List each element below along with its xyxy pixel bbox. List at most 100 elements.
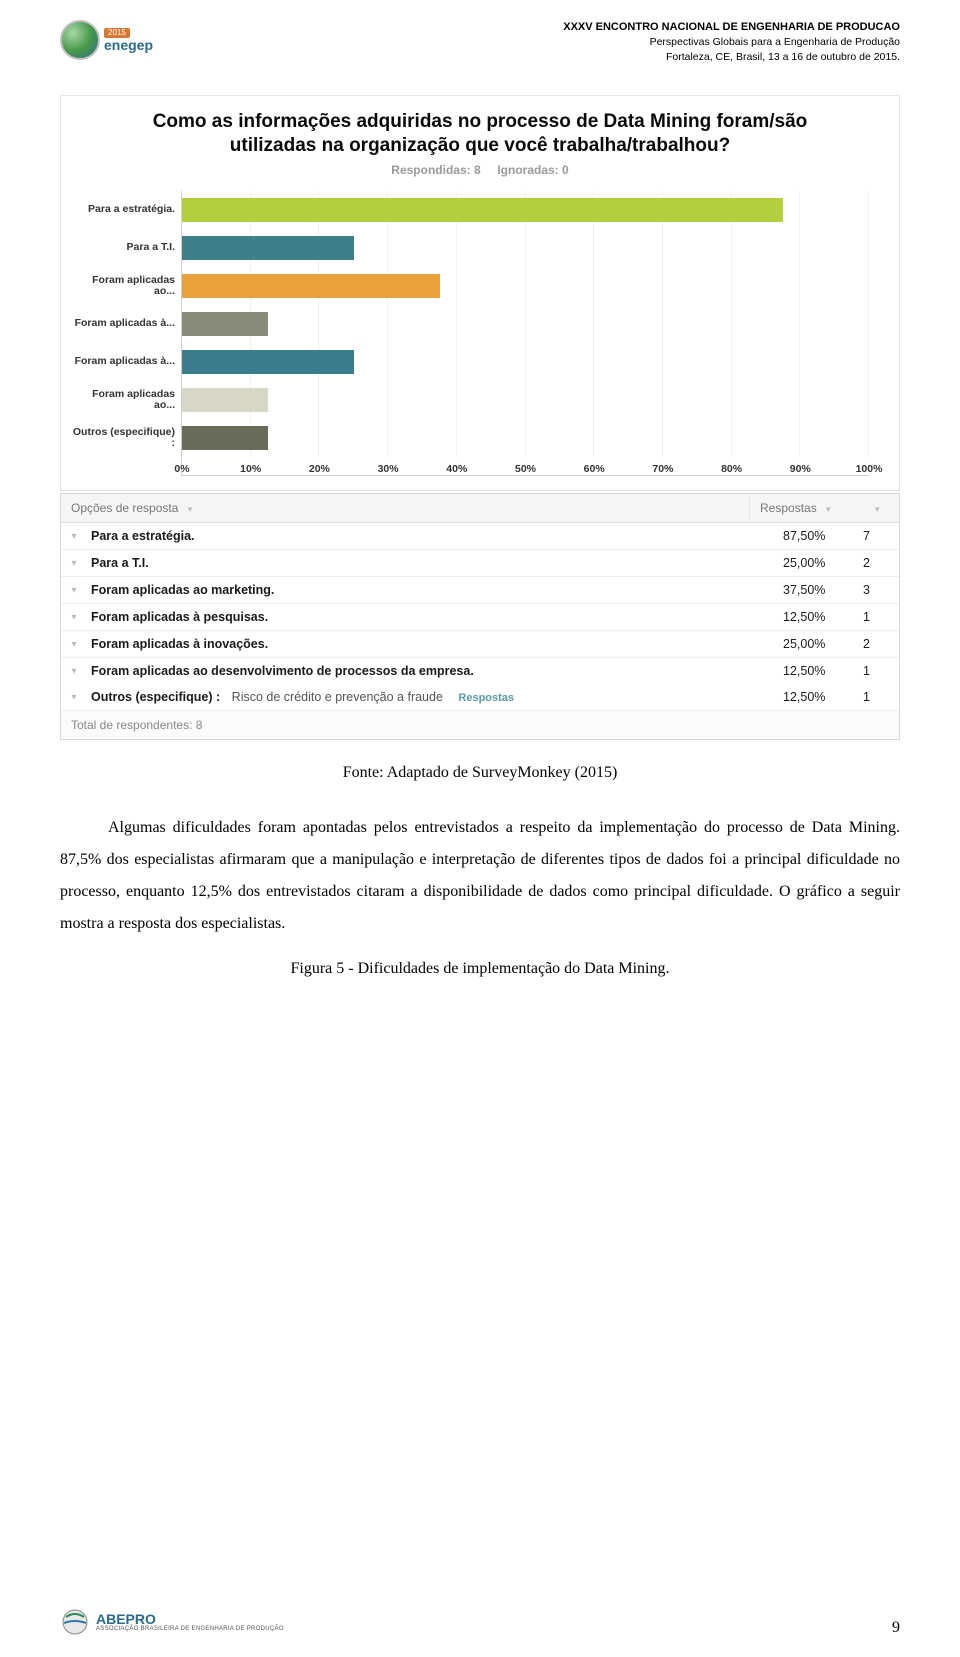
chart-x-tick: 50% (515, 463, 536, 475)
page-number: 9 (892, 1619, 900, 1637)
td-pct: 87,50% (779, 523, 859, 549)
chart-y-labels: Para a estratégia.Para a T.I.Foram aplic… (71, 191, 181, 476)
survey-chart-card: Como as informações adquiridas no proces… (60, 95, 900, 492)
expand-icon[interactable]: ▾ (61, 633, 87, 656)
chart-meta: Respondidas: 8 Ignoradas: 0 (61, 163, 899, 177)
chart-question: Como as informações adquiridas no proces… (61, 96, 899, 164)
globe-icon (60, 20, 100, 60)
table-total: Total de respondentes: 8 (61, 711, 899, 739)
expand-icon[interactable]: ▾ (61, 686, 87, 709)
chart-bar-row (182, 274, 440, 298)
chart-bar (182, 312, 268, 336)
chart-bar-row (182, 350, 354, 374)
logo-name: enegep (104, 38, 153, 52)
chart-x-tick: 0% (174, 463, 189, 475)
th-options-label: Opções de resposta (71, 501, 178, 515)
td-option: Foram aplicadas ao desenvolvimento de pr… (87, 658, 779, 684)
th-responses-label: Respostas (760, 501, 817, 515)
table-row: ▾Para a T.I.25,00%2 (61, 550, 899, 577)
chart-bar-row (182, 198, 783, 222)
chart-x-tick: 30% (378, 463, 399, 475)
other-detail: Risco de crédito e prevenção a fraude (232, 690, 443, 704)
td-count: 1 (859, 684, 899, 710)
chart-grid (182, 191, 869, 457)
header-title: XXXV ENCONTRO NACIONAL DE ENGENHARIA DE … (563, 20, 900, 35)
chart-bar-row (182, 426, 268, 450)
table-header: Opções de resposta ▾ Respostas ▾ ▾ (61, 494, 899, 523)
td-option: Foram aplicadas ao marketing. (87, 577, 779, 603)
chart-x-tick: 60% (584, 463, 605, 475)
chart-bar (182, 388, 268, 412)
chart-x-axis: 0%10%20%30%40%50%60%70%80%90%100% (182, 457, 869, 475)
sort-icon: ▾ (875, 504, 880, 514)
sort-icon: ▾ (826, 504, 831, 514)
footer-sub: ASSOCIAÇÃO BRASILEIRA DE ENGENHARIA DE P… (96, 1626, 284, 1632)
chart-bar (182, 236, 354, 260)
th-options[interactable]: Opções de resposta ▾ (61, 494, 749, 522)
chart-bar-label: Outros (especifique) : (71, 419, 181, 457)
other-responses-link[interactable]: Respostas (458, 692, 514, 704)
chart-x-tick: 20% (309, 463, 330, 475)
chart-plot: 0%10%20%30%40%50%60%70%80%90%100% (181, 191, 869, 476)
chart-answered: Respondidas: 8 (391, 163, 480, 177)
header-text: XXXV ENCONTRO NACIONAL DE ENGENHARIA DE … (563, 20, 900, 65)
globe-icon (60, 1607, 90, 1637)
source-caption: Fonte: Adaptado de SurveyMonkey (2015) (60, 764, 900, 782)
chart-bar (182, 198, 783, 222)
chart-x-tick: 10% (240, 463, 261, 475)
chart-bar-label: Foram aplicadas ao... (71, 381, 181, 419)
expand-icon[interactable]: ▾ (61, 606, 87, 629)
th-responses[interactable]: Respostas ▾ (749, 494, 859, 522)
th-count[interactable]: ▾ (859, 494, 899, 522)
chart-bar-row (182, 236, 354, 260)
td-pct: 12,50% (779, 604, 859, 630)
chart-bar-row (182, 312, 268, 336)
td-pct: 25,00% (779, 631, 859, 657)
chart-x-tick: 80% (721, 463, 742, 475)
figure-caption: Figura 5 - Dificuldades de implementação… (60, 960, 900, 978)
responses-table: Opções de resposta ▾ Respostas ▾ ▾ ▾Para… (60, 493, 900, 740)
td-pct: 25,00% (779, 550, 859, 576)
page-header: 2015 enegep XXXV ENCONTRO NACIONAL DE EN… (60, 20, 900, 65)
td-pct: 12,50% (779, 684, 859, 710)
header-subtitle: Perspectivas Globais para a Engenharia d… (563, 35, 900, 50)
expand-icon[interactable]: ▾ (61, 552, 87, 575)
expand-icon[interactable]: ▾ (61, 579, 87, 602)
sort-icon: ▾ (188, 504, 193, 514)
expand-icon[interactable]: ▾ (61, 525, 87, 548)
logo-text: 2015 enegep (104, 28, 153, 52)
td-count: 1 (859, 604, 899, 630)
chart-x-tick: 90% (790, 463, 811, 475)
td-count: 2 (859, 550, 899, 576)
table-row: ▾Foram aplicadas ao desenvolvimento de p… (61, 658, 899, 684)
td-pct: 12,50% (779, 658, 859, 684)
chart-bar (182, 350, 354, 374)
table-row-other: ▾ Outros (especifique) : Risco de crédit… (61, 684, 899, 711)
chart-x-tick: 40% (446, 463, 467, 475)
chart-bar-label: Foram aplicadas ao... (71, 267, 181, 305)
chart-bars (182, 191, 869, 457)
header-location: Fortaleza, CE, Brasil, 13 a 16 de outubr… (563, 50, 900, 65)
chart-bar-label: Para a T.I. (71, 229, 181, 267)
table-row: ▾Foram aplicadas à inovações.25,00%2 (61, 631, 899, 658)
td-option: Para a estratégia. (87, 523, 779, 549)
td-count: 3 (859, 577, 899, 603)
chart-area: Para a estratégia.Para a T.I.Foram aplic… (61, 191, 899, 490)
chart-bar-row (182, 388, 268, 412)
table-row: ▾Para a estratégia.87,50%7 (61, 523, 899, 550)
table-body: ▾Para a estratégia.87,50%7▾Para a T.I.25… (61, 523, 899, 684)
other-label: Outros (especifique) : (91, 690, 220, 704)
td-option: Para a T.I. (87, 550, 779, 576)
page-footer: ABEPRO ASSOCIAÇÃO BRASILEIRA DE ENGENHAR… (60, 1607, 900, 1637)
body-paragraph: Algumas dificuldades foram apontadas pel… (60, 812, 900, 940)
footer-logo: ABEPRO ASSOCIAÇÃO BRASILEIRA DE ENGENHAR… (60, 1607, 284, 1637)
header-logo: 2015 enegep (60, 20, 153, 60)
td-option-other: Outros (especifique) : Risco de crédito … (87, 684, 779, 710)
footer-name: ABEPRO (96, 1612, 284, 1626)
td-option: Foram aplicadas à inovações. (87, 631, 779, 657)
chart-x-tick: 100% (856, 463, 883, 475)
td-count: 2 (859, 631, 899, 657)
td-count: 7 (859, 523, 899, 549)
expand-icon[interactable]: ▾ (61, 660, 87, 683)
chart-bar-label: Para a estratégia. (71, 191, 181, 229)
